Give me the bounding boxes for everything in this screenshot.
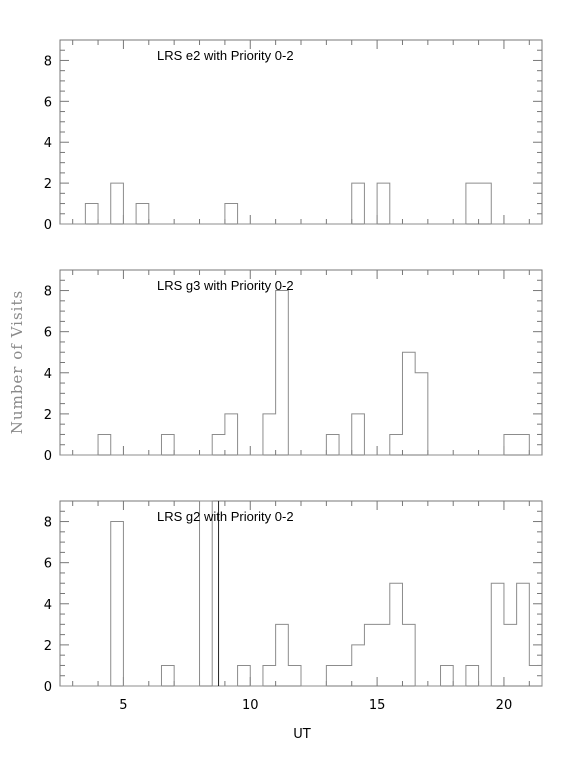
histogram-bar — [415, 373, 428, 455]
panel-frame — [59, 269, 543, 456]
panel-title: LRS e2 with Priority 0-2 — [157, 48, 294, 63]
y-tick-label: 0 — [44, 218, 52, 233]
histogram-series — [60, 290, 542, 456]
y-tick-label: 6 — [44, 557, 52, 572]
y-tick-label: 6 — [44, 95, 52, 110]
histogram-bar — [491, 583, 504, 686]
histogram-bar — [466, 665, 479, 686]
histogram-bar — [326, 665, 339, 686]
histogram-bar — [390, 434, 403, 455]
histogram-bar — [352, 183, 365, 224]
x-tick-label: 10 — [242, 698, 259, 713]
panel-frame — [59, 39, 543, 225]
histogram-bar — [352, 645, 365, 686]
histogram-bar — [364, 624, 377, 686]
histogram-bar — [352, 414, 365, 455]
histogram-bar — [326, 434, 339, 455]
histogram-bar — [85, 204, 98, 224]
histogram-bar — [263, 665, 276, 686]
histogram-bar — [111, 522, 124, 686]
histogram-bar — [161, 434, 174, 455]
histogram-series — [60, 500, 543, 687]
y-axis-label: Number of Visits — [8, 290, 26, 434]
x-axis-label: UT — [293, 727, 311, 742]
y-tick-label: 0 — [44, 449, 52, 464]
histogram-series — [60, 182, 542, 225]
y-tick-label: 8 — [44, 54, 52, 69]
histogram-bar — [161, 665, 174, 686]
panel-2: 0 2 4 6 8 LRS g3 with Priority 0-2 — [44, 269, 543, 464]
y-tick-label: 8 — [44, 516, 52, 531]
histogram-bar — [263, 414, 276, 455]
histogram-bar — [276, 624, 289, 686]
y-tick-label: 4 — [44, 598, 52, 613]
histogram-bar — [390, 583, 403, 686]
histogram-bar — [111, 183, 124, 224]
histogram-bar — [504, 624, 517, 686]
histogram-bar — [225, 414, 238, 455]
y-tick-label: 4 — [44, 367, 52, 382]
y-tick-label: 0 — [44, 680, 52, 695]
histogram-bar — [377, 624, 390, 686]
histogram-bar — [377, 183, 390, 224]
panels-layer: 0 2 4 6 8 LRS e2 with Priority 0-2 0 2 4 6 8 LRS g3… — [44, 39, 543, 713]
histogram-bar — [479, 183, 492, 224]
histogram-bar — [466, 183, 479, 224]
histogram-bar — [517, 583, 530, 686]
x-tick-label: 5 — [119, 698, 127, 713]
histogram-bar — [402, 352, 415, 455]
histogram-bar — [276, 291, 289, 455]
panel-title: LRS g3 with Priority 0-2 — [157, 278, 294, 293]
x-tick-label: 15 — [369, 698, 386, 713]
y-tick-label: 8 — [44, 285, 52, 300]
x-tick-label: 20 — [496, 698, 513, 713]
histogram-bar — [136, 204, 149, 224]
histogram-bar — [200, 501, 213, 686]
histogram-bar — [238, 665, 251, 686]
y-tick-label: 2 — [44, 639, 52, 654]
y-tick-label: 2 — [44, 408, 52, 423]
histogram-bar — [517, 434, 530, 455]
panel-1: 0 2 4 6 8 LRS e2 with Priority 0-2 — [44, 39, 543, 233]
histogram-bar — [288, 665, 301, 686]
histogram-bar — [225, 204, 238, 224]
histogram-bar — [402, 624, 415, 686]
y-tick-label: 2 — [44, 177, 52, 192]
y-tick-label: 6 — [44, 326, 52, 341]
panel-frame — [59, 500, 543, 687]
histogram-bar — [98, 434, 111, 455]
histogram-bar — [212, 434, 225, 455]
panel-title: LRS g2 with Priority 0-2 — [157, 509, 294, 524]
y-tick-label: 4 — [44, 136, 52, 151]
panel-3: 0 2 4 6 8 5 10 15 20 LRS g2 with Priority 0-2 — [44, 500, 543, 713]
histogram-bar — [441, 665, 454, 686]
histogram-bar — [339, 665, 352, 686]
histogram-bar — [504, 434, 517, 455]
